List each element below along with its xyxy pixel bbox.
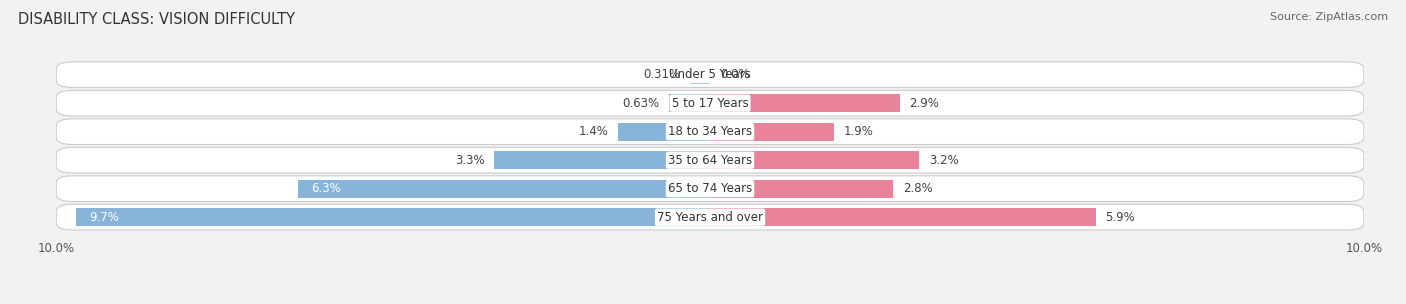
Text: 9.7%: 9.7% bbox=[89, 211, 118, 224]
FancyBboxPatch shape bbox=[56, 204, 1364, 230]
Bar bbox=[298, 180, 710, 198]
Text: 35 to 64 Years: 35 to 64 Years bbox=[668, 154, 752, 167]
Text: 18 to 34 Years: 18 to 34 Years bbox=[668, 125, 752, 138]
Text: 3.3%: 3.3% bbox=[456, 154, 485, 167]
FancyBboxPatch shape bbox=[56, 176, 1364, 202]
Bar bbox=[495, 151, 710, 169]
Text: 2.8%: 2.8% bbox=[903, 182, 932, 195]
Text: 0.31%: 0.31% bbox=[643, 68, 681, 81]
Bar bbox=[710, 180, 893, 198]
Legend: Male, Female: Male, Female bbox=[638, 303, 782, 304]
Text: 5.9%: 5.9% bbox=[1105, 211, 1135, 224]
Bar bbox=[710, 208, 1095, 226]
Bar bbox=[619, 123, 710, 140]
Text: Source: ZipAtlas.com: Source: ZipAtlas.com bbox=[1270, 12, 1388, 22]
Bar bbox=[690, 66, 710, 84]
Bar bbox=[710, 94, 900, 112]
Text: 2.9%: 2.9% bbox=[910, 97, 939, 110]
Text: 3.2%: 3.2% bbox=[929, 154, 959, 167]
Bar bbox=[669, 94, 710, 112]
Bar bbox=[710, 151, 920, 169]
Bar bbox=[710, 123, 834, 140]
FancyBboxPatch shape bbox=[56, 90, 1364, 116]
Text: 75 Years and over: 75 Years and over bbox=[657, 211, 763, 224]
Text: 6.3%: 6.3% bbox=[311, 182, 342, 195]
Text: Under 5 Years: Under 5 Years bbox=[669, 68, 751, 81]
Text: 5 to 17 Years: 5 to 17 Years bbox=[672, 97, 748, 110]
Text: 1.9%: 1.9% bbox=[844, 125, 875, 138]
Text: 0.63%: 0.63% bbox=[621, 97, 659, 110]
Text: 65 to 74 Years: 65 to 74 Years bbox=[668, 182, 752, 195]
FancyBboxPatch shape bbox=[56, 119, 1364, 144]
FancyBboxPatch shape bbox=[56, 62, 1364, 88]
Text: 1.4%: 1.4% bbox=[579, 125, 609, 138]
FancyBboxPatch shape bbox=[56, 147, 1364, 173]
Bar bbox=[76, 208, 710, 226]
Text: 0.0%: 0.0% bbox=[720, 68, 749, 81]
Text: DISABILITY CLASS: VISION DIFFICULTY: DISABILITY CLASS: VISION DIFFICULTY bbox=[18, 12, 295, 27]
